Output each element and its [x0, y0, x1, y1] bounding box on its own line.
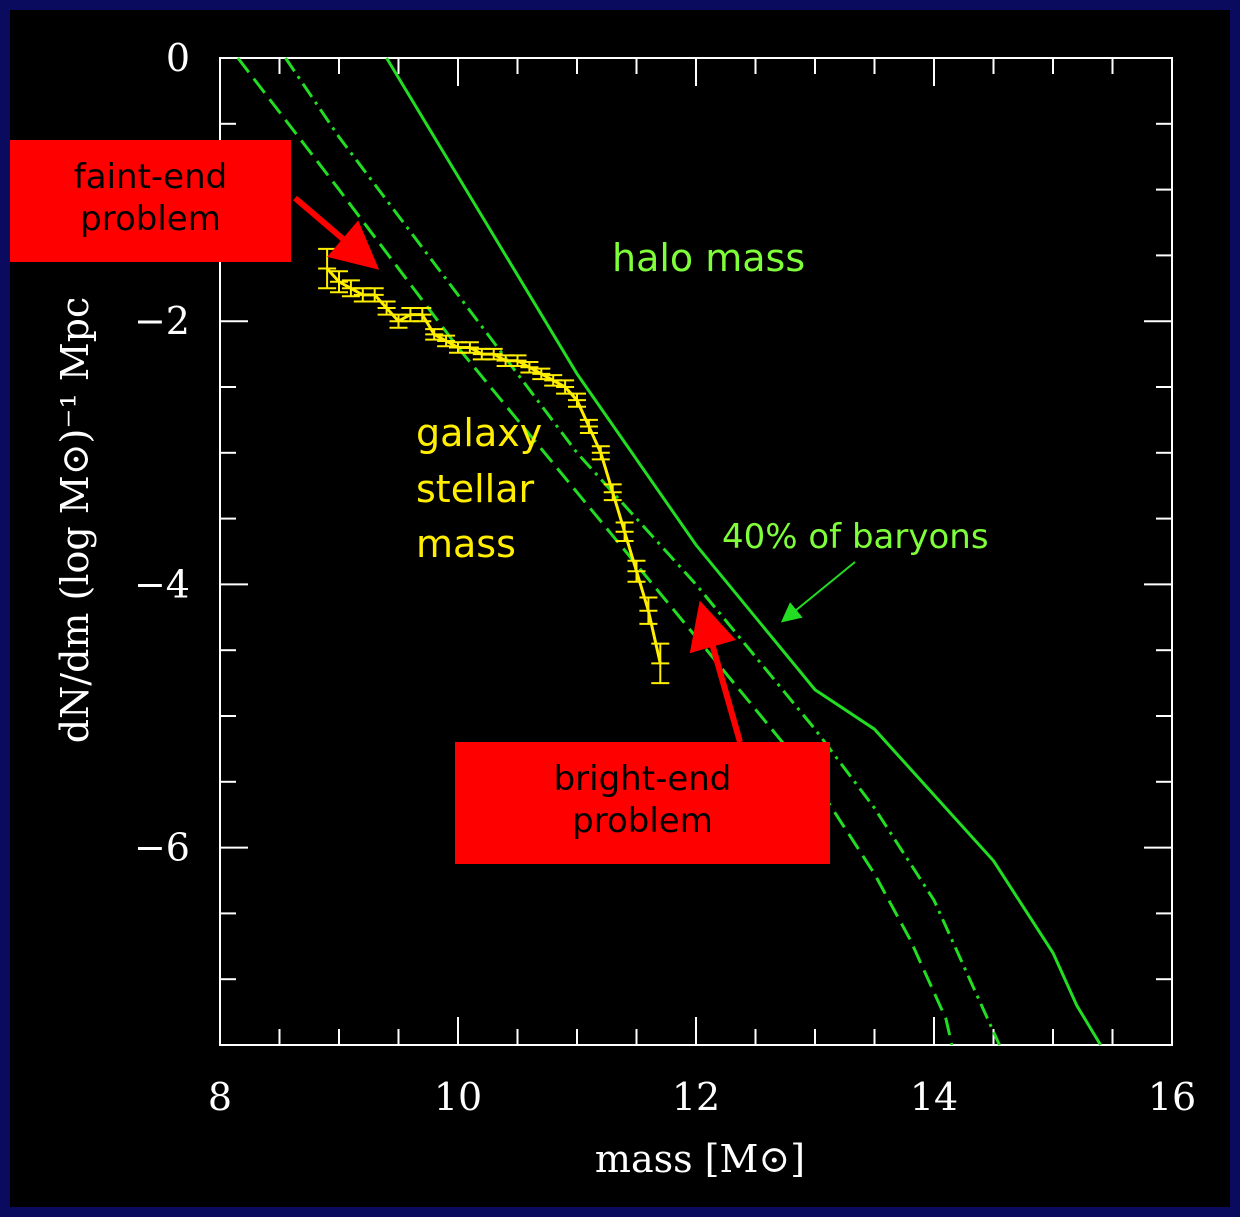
- faint-end-callout: faint-end problem: [10, 140, 291, 262]
- y-tick-label: −2: [134, 299, 190, 343]
- y-tick-label: −6: [134, 826, 190, 870]
- y-axis-title: dN/dm (log M⊙)⁻¹ Mpc: [53, 297, 97, 744]
- x-tick-label: 10: [434, 1075, 482, 1119]
- faint-end-line2: problem: [80, 199, 221, 239]
- bright-end-arrow: [689, 600, 743, 743]
- series-line-dashdot: [284, 57, 1001, 1046]
- y-tick-label: −4: [134, 562, 190, 606]
- galaxy-line: [325, 267, 662, 664]
- x-tick-label: 8: [208, 1075, 232, 1119]
- plot-frame: [219, 57, 1173, 1046]
- halo-mass-label: halo mass: [612, 236, 805, 280]
- faint-end-line1: faint-end: [73, 157, 228, 197]
- bright-end-line1: bright-end: [553, 759, 732, 799]
- x-tick-label: 16: [1148, 1075, 1196, 1119]
- galaxy-label-line2: stellar: [416, 467, 534, 511]
- galaxy-series-group: [318, 247, 670, 685]
- baryon-arrow: [780, 561, 856, 623]
- x-axis-title: mass [M⊙]: [595, 1137, 805, 1181]
- series-line-solid: [385, 57, 1102, 1046]
- x-tick-label: 12: [672, 1075, 720, 1119]
- x-tick-label: 14: [910, 1075, 958, 1119]
- axes-group: 8 10 12 14 16 0 −2 −4 −6: [134, 36, 1196, 1119]
- baryon-label: 40% of baryons: [722, 517, 989, 557]
- bright-end-callout: bright-end problem: [455, 742, 830, 864]
- faint-end-arrow: [293, 195, 380, 270]
- y-tick-label: 0: [166, 36, 190, 80]
- galaxy-label-line3: mass: [416, 522, 516, 566]
- bright-end-line2: problem: [572, 801, 713, 841]
- galaxy-label-line1: galaxy: [416, 411, 542, 455]
